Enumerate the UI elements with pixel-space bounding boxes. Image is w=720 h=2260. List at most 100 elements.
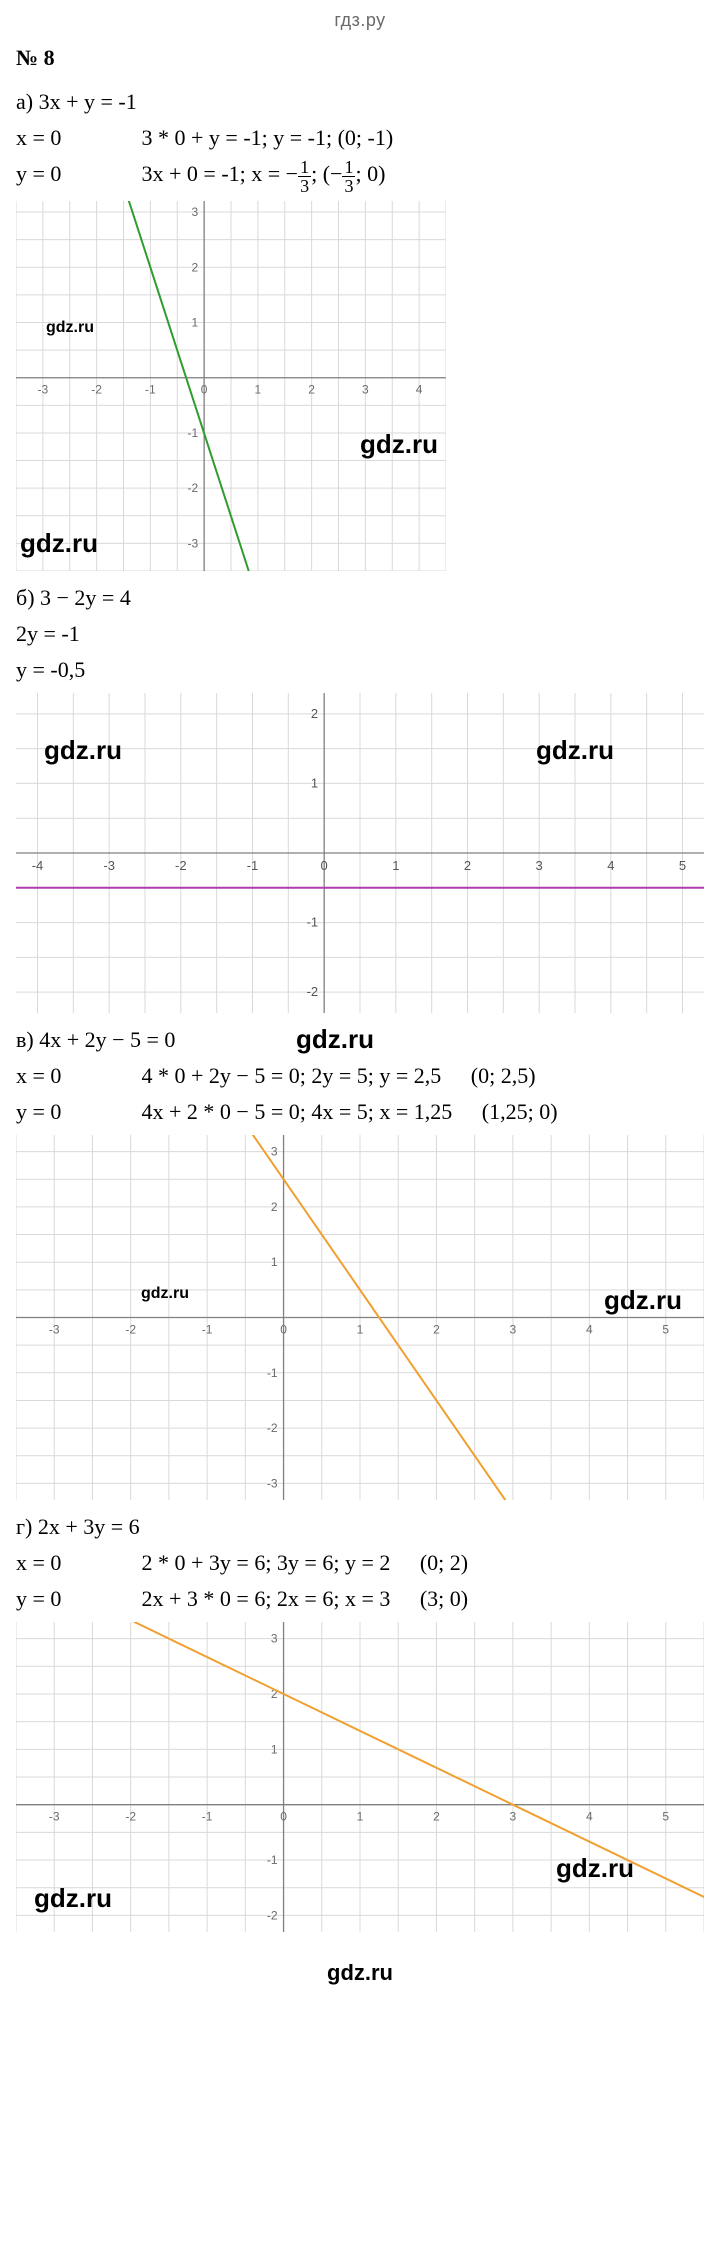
svg-text:-3: -3 — [267, 1477, 278, 1491]
svg-text:3: 3 — [536, 858, 543, 873]
partC-chart-wrap: -3-2-1012345-3-2-1123 gdz.ru gdz.ru — [16, 1135, 704, 1500]
svg-text:2: 2 — [311, 706, 318, 721]
svg-text:4: 4 — [416, 382, 423, 396]
svg-text:0: 0 — [280, 1810, 287, 1824]
fraction-1: 13 — [298, 158, 311, 195]
svg-text:-2: -2 — [307, 984, 319, 999]
partB-chart-wrap: -4-3-2-1012345-2-112 gdz.ru gdz.ru — [16, 693, 704, 1013]
partD-chart: -3-2-1012345-2-1123 — [16, 1622, 704, 1932]
partA-equation: а) 3x + y = -1 — [16, 85, 704, 119]
svg-text:2: 2 — [464, 858, 471, 873]
svg-text:2: 2 — [271, 1200, 278, 1214]
svg-text:-4: -4 — [32, 858, 44, 873]
footer-watermark: gdz.ru — [0, 1942, 720, 1996]
watermark-icon: gdz.ru — [536, 735, 614, 766]
watermark-icon: gdz.ru — [360, 429, 438, 460]
svg-text:1: 1 — [357, 1810, 364, 1824]
svg-text:-1: -1 — [247, 858, 259, 873]
svg-text:2: 2 — [308, 382, 315, 396]
svg-text:-3: -3 — [103, 858, 115, 873]
partA-chart-wrap: -3-2-101234-3-2-1123 gdz.ru gdz.ru gdz.r… — [16, 201, 446, 571]
partC-chart: -3-2-1012345-3-2-1123 — [16, 1135, 704, 1500]
partD-case1: x = 0 2 * 0 + 3y = 6; 3y = 6; y = 2 (0; … — [16, 1546, 704, 1580]
partA-case1-lhs: x = 0 — [16, 121, 136, 155]
partB-step1: 2y = -1 — [16, 617, 704, 651]
svg-text:0: 0 — [280, 1323, 287, 1337]
content-area: № 8 а) 3x + y = -1 x = 0 3 * 0 + y = -1;… — [0, 45, 720, 1932]
svg-text:5: 5 — [662, 1323, 669, 1337]
partD-case1-lhs: x = 0 — [16, 1546, 136, 1580]
partB-step2: y = -0,5 — [16, 653, 704, 687]
svg-text:-2: -2 — [125, 1810, 136, 1824]
svg-text:1: 1 — [311, 775, 318, 790]
svg-text:-1: -1 — [267, 1854, 278, 1868]
svg-text:-2: -2 — [125, 1323, 136, 1337]
svg-text:0: 0 — [321, 858, 328, 873]
partC-case2-lhs: y = 0 — [16, 1095, 136, 1129]
svg-text:-3: -3 — [49, 1323, 60, 1337]
svg-text:-2: -2 — [187, 481, 198, 495]
svg-text:4: 4 — [586, 1323, 593, 1337]
svg-text:-1: -1 — [267, 1366, 278, 1380]
partD-case2-point: (3; 0) — [420, 1586, 468, 1611]
header-logo-text: гдз.ру — [334, 10, 385, 30]
partD-case1-rhs: 2 * 0 + 3y = 6; 3y = 6; y = 2 — [142, 1550, 391, 1575]
svg-text:3: 3 — [510, 1323, 517, 1337]
svg-text:1: 1 — [191, 315, 198, 329]
problem-number: № 8 — [16, 45, 704, 71]
svg-text:-3: -3 — [187, 536, 198, 550]
partB-equation: б) 3 − 2y = 4 — [16, 581, 704, 615]
svg-text:-2: -2 — [267, 1909, 278, 1923]
watermark-icon: gdz.ru — [296, 1019, 374, 1059]
svg-text:0: 0 — [201, 382, 208, 396]
svg-text:2: 2 — [191, 260, 198, 274]
partD-case1-point: (0; 2) — [420, 1550, 468, 1575]
partC-equation: в) 4x + 2y − 5 = 0 — [16, 1027, 175, 1052]
svg-text:5: 5 — [679, 858, 686, 873]
svg-text:3: 3 — [191, 205, 198, 219]
watermark-icon: gdz.ru — [46, 319, 94, 337]
svg-text:-3: -3 — [49, 1810, 60, 1824]
svg-text:-1: -1 — [187, 426, 198, 440]
partA-case2: y = 0 3x + 0 = -1; x = −13; (−13; 0) — [16, 157, 704, 194]
watermark-icon: gdz.ru — [20, 528, 98, 559]
svg-text:5: 5 — [662, 1810, 669, 1824]
svg-text:3: 3 — [510, 1810, 517, 1824]
svg-text:3: 3 — [271, 1632, 278, 1646]
svg-text:3: 3 — [271, 1145, 278, 1159]
svg-text:2: 2 — [433, 1323, 440, 1337]
partC-case1-rhs: 4 * 0 + 2y − 5 = 0; 2y = 5; y = 2,5 — [142, 1063, 442, 1088]
page-header: гдз.ру — [0, 0, 720, 45]
partA-case2-rhs: 3x + 0 = -1; x = −13; (−13; 0) — [142, 157, 386, 194]
svg-text:1: 1 — [392, 858, 399, 873]
svg-text:4: 4 — [607, 858, 614, 873]
watermark-icon: gdz.ru — [556, 1853, 634, 1884]
partC-case1-lhs: x = 0 — [16, 1059, 136, 1093]
fraction-2: 13 — [342, 158, 355, 195]
watermark-icon: gdz.ru — [34, 1883, 112, 1914]
watermark-icon: gdz.ru — [604, 1285, 682, 1316]
partD-case2-lhs: y = 0 — [16, 1582, 136, 1616]
partC-equation-row: в) 4x + 2y − 5 = 0 gdz.ru — [16, 1023, 704, 1057]
partD-chart-wrap: -3-2-1012345-2-1123 gdz.ru gdz.ru — [16, 1622, 704, 1932]
partC-case2: y = 0 4x + 2 * 0 − 5 = 0; 4x = 5; x = 1,… — [16, 1095, 704, 1129]
partD-case2: y = 0 2x + 3 * 0 = 6; 2x = 6; x = 3 (3; … — [16, 1582, 704, 1616]
partA-chart: -3-2-101234-3-2-1123 — [16, 201, 446, 571]
svg-text:-1: -1 — [307, 914, 319, 929]
svg-text:-2: -2 — [91, 382, 102, 396]
svg-text:1: 1 — [255, 382, 262, 396]
svg-text:-1: -1 — [202, 1323, 213, 1337]
svg-text:-2: -2 — [267, 1421, 278, 1435]
partA-case2-lhs: y = 0 — [16, 157, 136, 191]
partC-case2-rhs: 4x + 2 * 0 − 5 = 0; 4x = 5; x = 1,25 — [142, 1099, 453, 1124]
watermark-icon: gdz.ru — [141, 1285, 189, 1303]
partA-case1-rhs: 3 * 0 + y = -1; y = -1; (0; -1) — [142, 125, 394, 150]
partD-case2-rhs: 2x + 3 * 0 = 6; 2x = 6; x = 3 — [142, 1586, 391, 1611]
svg-text:-2: -2 — [175, 858, 187, 873]
partC-case1: x = 0 4 * 0 + 2y − 5 = 0; 2y = 5; y = 2,… — [16, 1059, 704, 1093]
partA-case1: x = 0 3 * 0 + y = -1; y = -1; (0; -1) — [16, 121, 704, 155]
svg-text:1: 1 — [271, 1743, 278, 1757]
svg-text:4: 4 — [586, 1810, 593, 1824]
svg-text:1: 1 — [357, 1323, 364, 1337]
svg-text:-1: -1 — [145, 382, 156, 396]
